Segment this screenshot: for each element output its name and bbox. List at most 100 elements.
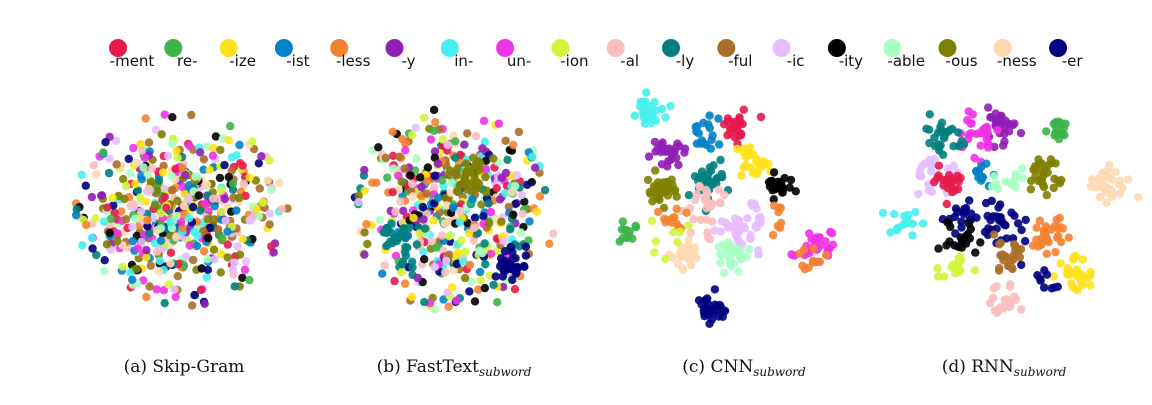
scatter-point-c (750, 199, 759, 209)
legend-marker (109, 39, 127, 57)
scatter-point-d (893, 225, 902, 235)
scatter-point-b (398, 135, 407, 144)
scatter-point-b (489, 154, 498, 163)
scatter-point-d (974, 173, 983, 182)
legend-label: -less (336, 52, 371, 70)
scatter-point-b (464, 228, 474, 238)
scatter-point-d (908, 231, 917, 240)
scatter-point-d (918, 219, 928, 228)
scatter-point-c (709, 161, 718, 170)
scatter-point-a (158, 168, 168, 177)
scatter-point-c (786, 175, 796, 185)
scatter-point-c (759, 159, 768, 169)
scatter-point-b (461, 159, 471, 168)
scatter-point-a (238, 161, 247, 170)
scatter-point-d (1039, 283, 1049, 292)
scatter-point-d (914, 189, 923, 199)
scatter-point-c (686, 228, 695, 237)
scatter-point-a (168, 113, 177, 122)
scatter-point-a (143, 222, 152, 231)
scatter-point-c (703, 310, 712, 319)
scatter-point-c (647, 216, 657, 226)
scatter-point-d (955, 252, 965, 261)
scatter-point-c (689, 215, 698, 224)
scatter-point-b (501, 136, 510, 145)
scatter-point-c (704, 175, 713, 185)
scatter-point-a (166, 218, 175, 227)
scatter-point-b (440, 219, 450, 228)
scatter-point-a (277, 204, 286, 214)
scatter-point-d (955, 142, 964, 151)
legend-label: un- (507, 52, 531, 70)
scatter-point-b (459, 257, 468, 266)
scatter-point-d (1042, 190, 1052, 200)
scatter-point-c (642, 107, 652, 117)
scatter-point-b (484, 199, 493, 208)
scatter-point-b (431, 118, 440, 127)
scatter-point-b (445, 232, 454, 241)
scatter-point-a (131, 179, 140, 188)
scatter-point-d (1000, 123, 1009, 133)
scatter-point-a (202, 180, 212, 189)
scatter-point-d (946, 222, 955, 232)
scatter-point-a (136, 140, 145, 149)
scatter-point-a (220, 160, 229, 170)
scatter-point-b (486, 207, 495, 217)
scatter-point-d (997, 111, 1006, 121)
scatter-point-b (475, 158, 485, 168)
scatter-point-c (756, 112, 766, 122)
scatter-point-c (736, 253, 745, 262)
scatter-point-a (239, 179, 248, 188)
scatter-point-c (684, 221, 693, 230)
scatter-point-c (791, 187, 800, 196)
scatter-point-b (471, 131, 481, 141)
scatter-point-d (1017, 305, 1026, 314)
scatter-point-c (748, 169, 758, 178)
scatter-point-b (446, 188, 455, 197)
scatter-point-b (532, 207, 542, 216)
scatter-point-c (672, 219, 681, 228)
scatter-point-a (160, 110, 169, 119)
scatter-point-b (520, 262, 529, 271)
scatter-point-b (409, 213, 418, 223)
scatter-point-d (1106, 185, 1115, 194)
scatter-point-d (925, 110, 934, 119)
scatter-point-a (210, 215, 219, 224)
scatter-point-c (717, 217, 726, 226)
scatter-point-a (154, 267, 163, 276)
legend-label: -ion (560, 52, 588, 70)
legend-label: -ist (286, 52, 309, 70)
scatter-point-b (363, 239, 372, 249)
scatter-point-b (500, 247, 510, 256)
scatter-point-b (427, 237, 437, 246)
scatter-point-d (990, 306, 999, 315)
scatter-point-b (471, 182, 480, 191)
scatter-point-a (178, 182, 187, 191)
scatter-point-b (501, 168, 511, 178)
scatter-point-d (1096, 182, 1106, 191)
scatter-point-c (714, 114, 723, 123)
scatter-point-d (1016, 128, 1026, 138)
scatter-point-a (143, 170, 152, 179)
scatter-point-c (736, 245, 745, 254)
scatter-point-c (765, 182, 775, 191)
scatter-point-b (452, 259, 461, 269)
scatter-point-b (442, 256, 451, 265)
scatter-point-b (382, 228, 391, 238)
scatter-point-b (470, 213, 480, 222)
scatter-point-a (120, 194, 129, 204)
scatter-point-d (1026, 185, 1036, 194)
scatter-point-a (245, 216, 254, 225)
scatter-point-d (1067, 279, 1076, 288)
scatter-point-b (453, 187, 462, 197)
scatter-point-a (81, 181, 91, 190)
scatter-point-d (1010, 119, 1019, 128)
scatter-point-d (937, 118, 947, 127)
scatter-point-d (1035, 216, 1045, 225)
scatter-point-b (448, 203, 458, 212)
scatter-point-a (87, 233, 97, 243)
scatter-point-d (976, 238, 985, 247)
scatter-point-a (126, 268, 135, 277)
scatter-point-a (122, 181, 131, 191)
scatter-point-b (470, 223, 479, 233)
